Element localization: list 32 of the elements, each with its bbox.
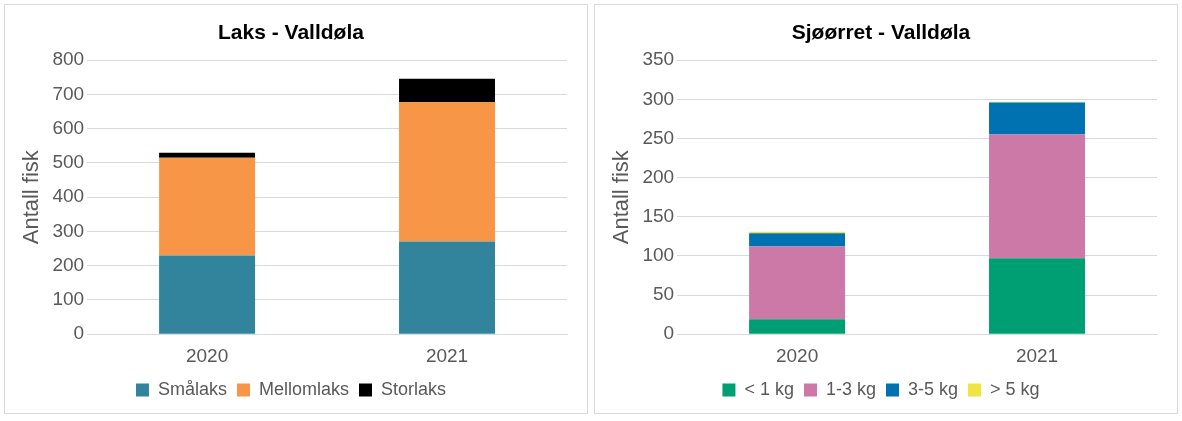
- legend-label: 1-3 kg: [825, 378, 876, 399]
- y-tick-label: 200: [642, 165, 675, 187]
- legend-label: Smålaks: [157, 378, 227, 399]
- x-tick-label: 2020: [775, 344, 819, 366]
- chart-title: Sjøørret - Valldøla: [791, 20, 971, 44]
- y-tick-label: 100: [642, 244, 675, 266]
- y-tick-label: 800: [52, 48, 85, 70]
- legend-label: < 1 kg: [744, 378, 794, 399]
- legend-label: > 5 kg: [990, 378, 1040, 399]
- y-axis-title: Antall fisk: [608, 149, 634, 245]
- legend-label: Storlaks: [381, 378, 447, 399]
- y-tick-label: 400: [52, 185, 85, 207]
- y-tick-label: 700: [52, 82, 85, 104]
- y-tick-label: 600: [52, 116, 85, 138]
- y-tick-label: 100: [52, 288, 85, 310]
- y-tick-label: 0: [73, 322, 85, 344]
- y-tick-label: 500: [52, 151, 85, 173]
- x-tick-label: 2021: [425, 344, 469, 366]
- y-tick-label: 300: [52, 219, 85, 241]
- y-tick-label: 150: [642, 205, 675, 227]
- y-tick-label: 0: [663, 322, 675, 344]
- x-tick-label: 2021: [1015, 344, 1059, 366]
- y-tick-label: 350: [642, 48, 675, 70]
- chart-title: Laks - Valldøla: [218, 20, 365, 44]
- y-axis-title: Antall fisk: [18, 149, 44, 245]
- y-tick-label: 200: [52, 253, 85, 275]
- legend-label: Mellomlaks: [258, 378, 350, 399]
- y-tick-label: 50: [652, 283, 675, 305]
- y-tick-label: 250: [642, 126, 675, 148]
- x-tick-label: 2020: [185, 344, 229, 366]
- y-tick-label: 300: [642, 87, 675, 109]
- legend-label: 3-5 kg: [908, 378, 959, 399]
